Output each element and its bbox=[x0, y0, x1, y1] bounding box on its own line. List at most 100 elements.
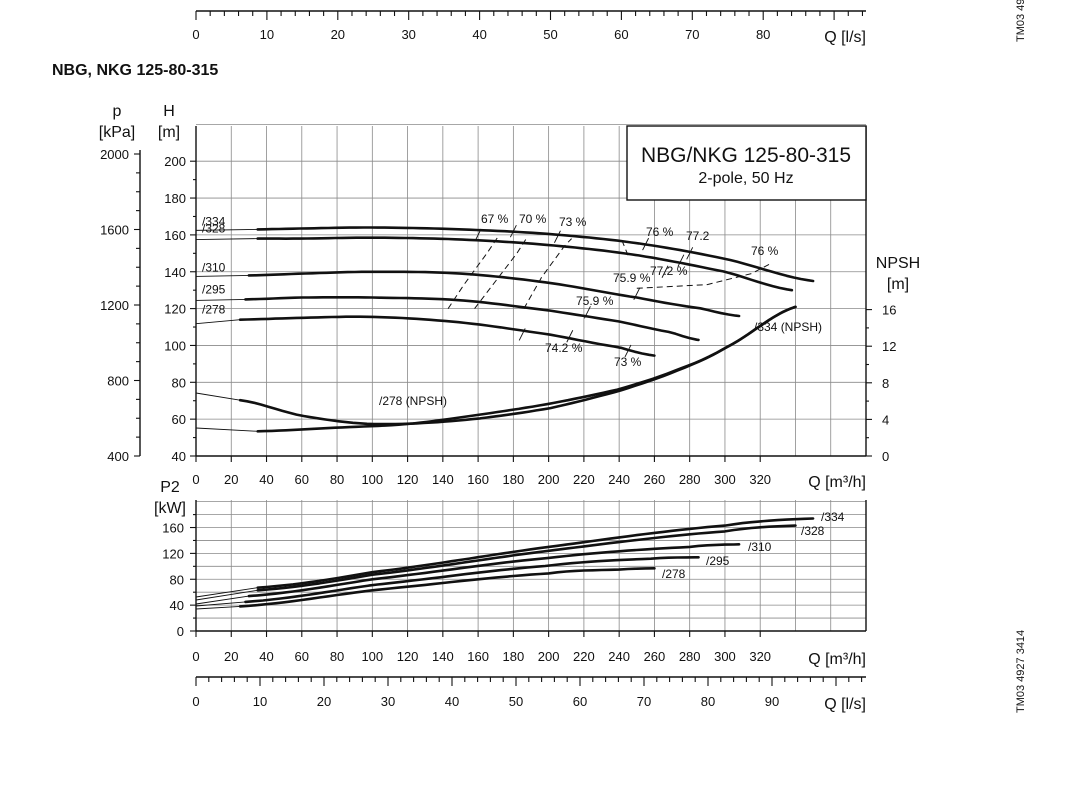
tick-label-ls-bottom: 60 bbox=[573, 694, 587, 709]
efficiency-mark bbox=[633, 287, 641, 301]
efficiency-label: 74.2 % bbox=[545, 341, 583, 355]
leader-npsh-334 bbox=[195, 427, 258, 432]
tick-label-ls-top: 40 bbox=[472, 27, 486, 42]
tick-label-ls-top: 20 bbox=[331, 27, 345, 42]
power-leader-295 bbox=[195, 601, 246, 607]
tick-label-q: 40 bbox=[259, 472, 273, 487]
tick-label-q: 120 bbox=[397, 472, 419, 487]
efficiency-mark bbox=[686, 247, 694, 260]
tick-label-ls-bottom: 10 bbox=[253, 694, 267, 709]
tick-label-q: 200 bbox=[538, 472, 560, 487]
tick-label-q: 140 bbox=[432, 472, 454, 487]
tick-label-q-power: 140 bbox=[432, 649, 454, 664]
efficiency-mark bbox=[642, 237, 650, 251]
curve-head-310 bbox=[247, 270, 741, 318]
efficiency-label: 73 % bbox=[559, 215, 587, 229]
tick-label-q-power: 40 bbox=[259, 649, 273, 664]
chart-subtitle: 2-pole, 50 Hz bbox=[698, 170, 793, 187]
tick-label-q: 100 bbox=[361, 472, 383, 487]
tick-label-q-power: 300 bbox=[714, 649, 736, 664]
tick-label-h: 200 bbox=[164, 154, 186, 169]
power-leader-328 bbox=[195, 589, 258, 601]
efficiency-label: 77.2 bbox=[686, 229, 710, 243]
axis-label-p: p bbox=[113, 103, 122, 120]
tick-label-ls-bottom: 70 bbox=[637, 694, 651, 709]
efficiency-isoline bbox=[447, 234, 500, 309]
tick-label-ls-top: 80 bbox=[756, 27, 770, 42]
tick-label-p: 1200 bbox=[100, 298, 129, 313]
tick-label-q-power: 280 bbox=[679, 649, 701, 664]
tick-label-ls-top: 30 bbox=[401, 27, 415, 42]
tick-label-ls-top: 10 bbox=[260, 27, 274, 42]
tick-label-q-power: 0 bbox=[192, 649, 199, 664]
axis-unit-p2: [kW] bbox=[154, 500, 186, 517]
axis-label-p2: P2 bbox=[160, 479, 180, 496]
tick-label-ls-top: 70 bbox=[685, 27, 699, 42]
efficiency-isoline bbox=[636, 263, 770, 289]
tick-label-q-power: 60 bbox=[295, 649, 309, 664]
side-code-bottom: TM03 4927 3414 bbox=[1015, 630, 1027, 713]
efficiency-label: 77.2 % bbox=[650, 264, 688, 278]
leader-310 bbox=[195, 274, 249, 277]
tick-label-q: 280 bbox=[679, 472, 701, 487]
tick-label-q: 60 bbox=[295, 472, 309, 487]
chart-title: NBG/NKG 125-80-315 bbox=[641, 144, 851, 167]
efficiency-label: 76 % bbox=[751, 244, 779, 258]
tick-label-h: 40 bbox=[172, 449, 186, 464]
power-label-334: /334 bbox=[821, 510, 845, 524]
efficiency-mark bbox=[677, 254, 685, 267]
tick-label-npsh: 8 bbox=[882, 376, 889, 391]
tick-label-q: 80 bbox=[330, 472, 344, 487]
efficiency-mark bbox=[474, 228, 482, 242]
tick-label-p2: 80 bbox=[170, 572, 184, 587]
tick-label-p2: 40 bbox=[170, 598, 184, 613]
power-leader-334 bbox=[195, 587, 258, 598]
tick-label-npsh: 12 bbox=[882, 339, 896, 354]
tick-label-npsh: 16 bbox=[882, 303, 896, 318]
tick-label-npsh: 4 bbox=[882, 412, 889, 427]
efficiency-mark bbox=[518, 328, 526, 341]
axis-label-q: Q [m³/h] bbox=[808, 474, 866, 491]
tick-label-q: 320 bbox=[749, 472, 771, 487]
tick-label-p2: 0 bbox=[177, 624, 184, 639]
power-curve-334 bbox=[256, 517, 815, 589]
tick-label-ls-bottom: 80 bbox=[701, 694, 715, 709]
power-leader-278 bbox=[195, 605, 241, 610]
tick-label-q: 20 bbox=[224, 472, 238, 487]
curve-label-310: /310 bbox=[202, 260, 226, 274]
tick-label-h: 60 bbox=[172, 412, 186, 427]
efficiency-label: 70 % bbox=[519, 212, 547, 226]
tick-label-q: 220 bbox=[573, 472, 595, 487]
efficiency-isoline bbox=[622, 242, 629, 256]
tick-label-q: 260 bbox=[644, 472, 666, 487]
tick-label-ls-top: 0 bbox=[192, 27, 199, 42]
tick-label-p2: 120 bbox=[162, 546, 184, 561]
side-code-top: TM03 49 bbox=[1015, 0, 1027, 42]
tick-label-ls-top: 50 bbox=[543, 27, 557, 42]
curve-label-npsh-334: /334 (NPSH) bbox=[754, 320, 822, 334]
tick-label-q-power: 100 bbox=[361, 649, 383, 664]
efficiency-label: 75.9 % bbox=[576, 294, 614, 308]
efficiency-mark bbox=[624, 344, 632, 358]
curve-label-328: /328 bbox=[202, 222, 226, 236]
tick-label-ls-bottom: 40 bbox=[445, 694, 459, 709]
tick-label-q-power: 240 bbox=[608, 649, 630, 664]
curve-head-295 bbox=[244, 296, 700, 342]
power-label-310: /310 bbox=[748, 540, 772, 554]
tick-label-q-power: 160 bbox=[467, 649, 489, 664]
leader-295 bbox=[195, 298, 246, 301]
curve-label-295: /295 bbox=[202, 282, 226, 296]
leader-328 bbox=[195, 238, 258, 241]
efficiency-label: 67 % bbox=[481, 212, 509, 226]
tick-label-q-power: 120 bbox=[397, 649, 419, 664]
efficiency-mark bbox=[509, 225, 517, 238]
tick-label-q-power: 180 bbox=[503, 649, 525, 664]
tick-label-h: 100 bbox=[164, 338, 186, 353]
axis-label-q-power: Q [m³/h] bbox=[808, 651, 866, 668]
leader-334 bbox=[195, 228, 258, 231]
tick-label-q-power: 80 bbox=[330, 649, 344, 664]
tick-label-q-power: 260 bbox=[644, 649, 666, 664]
tick-label-h: 80 bbox=[172, 375, 186, 390]
tick-label-q: 240 bbox=[608, 472, 630, 487]
